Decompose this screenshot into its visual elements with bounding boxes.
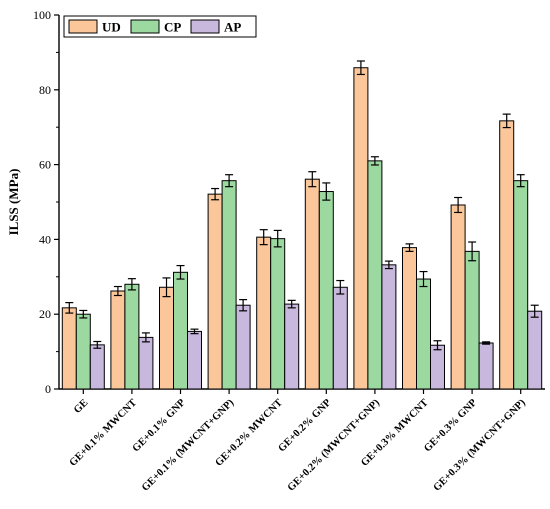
y-tick-label: 100 <box>33 8 51 22</box>
bar-ap <box>430 344 445 390</box>
bar-ap <box>284 303 300 390</box>
x-tick-label: GE <box>72 397 91 416</box>
bar-ud <box>256 236 272 390</box>
y-tick-label: 0 <box>45 382 51 396</box>
y-ticks: 0 20 40 60 80 100 <box>33 8 59 396</box>
bar-cp <box>416 278 431 390</box>
bar-ap <box>527 310 543 390</box>
bar-cp <box>367 160 383 390</box>
legend-label-cp: CP <box>164 20 181 35</box>
x-tick-label: GE+0.1% (MWCNT+GNP) <box>140 397 237 494</box>
bar-ap <box>138 336 154 390</box>
legend: UD CP AP <box>63 15 257 38</box>
bar-cp <box>221 180 237 390</box>
y-tick-label: 20 <box>39 307 51 321</box>
bar-cp <box>270 238 286 390</box>
bar-cp <box>464 250 480 390</box>
bar-ud <box>110 290 126 390</box>
y-tick-label: 60 <box>39 158 51 172</box>
legend-swatch-ap <box>190 19 220 34</box>
bar-cp <box>318 191 334 390</box>
x-tick-label: GE+0.2% (MWCNT+GNP) <box>286 397 383 494</box>
legend-swatch-ud <box>68 19 98 34</box>
x-tick-label: GE+0.3% (MWCNT+GNP) <box>432 397 529 494</box>
bar-ud <box>304 178 320 390</box>
bar-ud <box>353 67 369 390</box>
bar-ud <box>499 120 515 390</box>
bar-ap <box>381 264 397 390</box>
bar-ap <box>89 344 105 390</box>
y-axis: 0 20 40 60 80 100 ILSS (MPa) <box>6 8 60 396</box>
bar-cp <box>513 180 529 390</box>
bar-ud <box>61 307 77 390</box>
bar-ap <box>187 330 202 390</box>
bar-ud <box>207 193 223 390</box>
bars <box>61 60 543 390</box>
y-tick-label: 40 <box>39 232 51 246</box>
legend-label-ud: UD <box>102 20 121 35</box>
y-axis-title: ILSS (MPa) <box>6 169 21 236</box>
legend-swatch-cp <box>130 19 160 34</box>
bar-cp <box>75 313 91 390</box>
bar-ap <box>478 342 494 390</box>
y-tick-label: 80 <box>39 83 51 97</box>
bar-ud <box>402 247 417 390</box>
legend-label-ap: AP <box>224 20 241 35</box>
bar-cp <box>124 283 140 390</box>
bar-ud <box>159 286 174 390</box>
bar-ud <box>450 204 466 390</box>
bar-cp <box>173 271 188 390</box>
bar-ap <box>235 304 251 390</box>
bar-ap <box>332 286 348 390</box>
